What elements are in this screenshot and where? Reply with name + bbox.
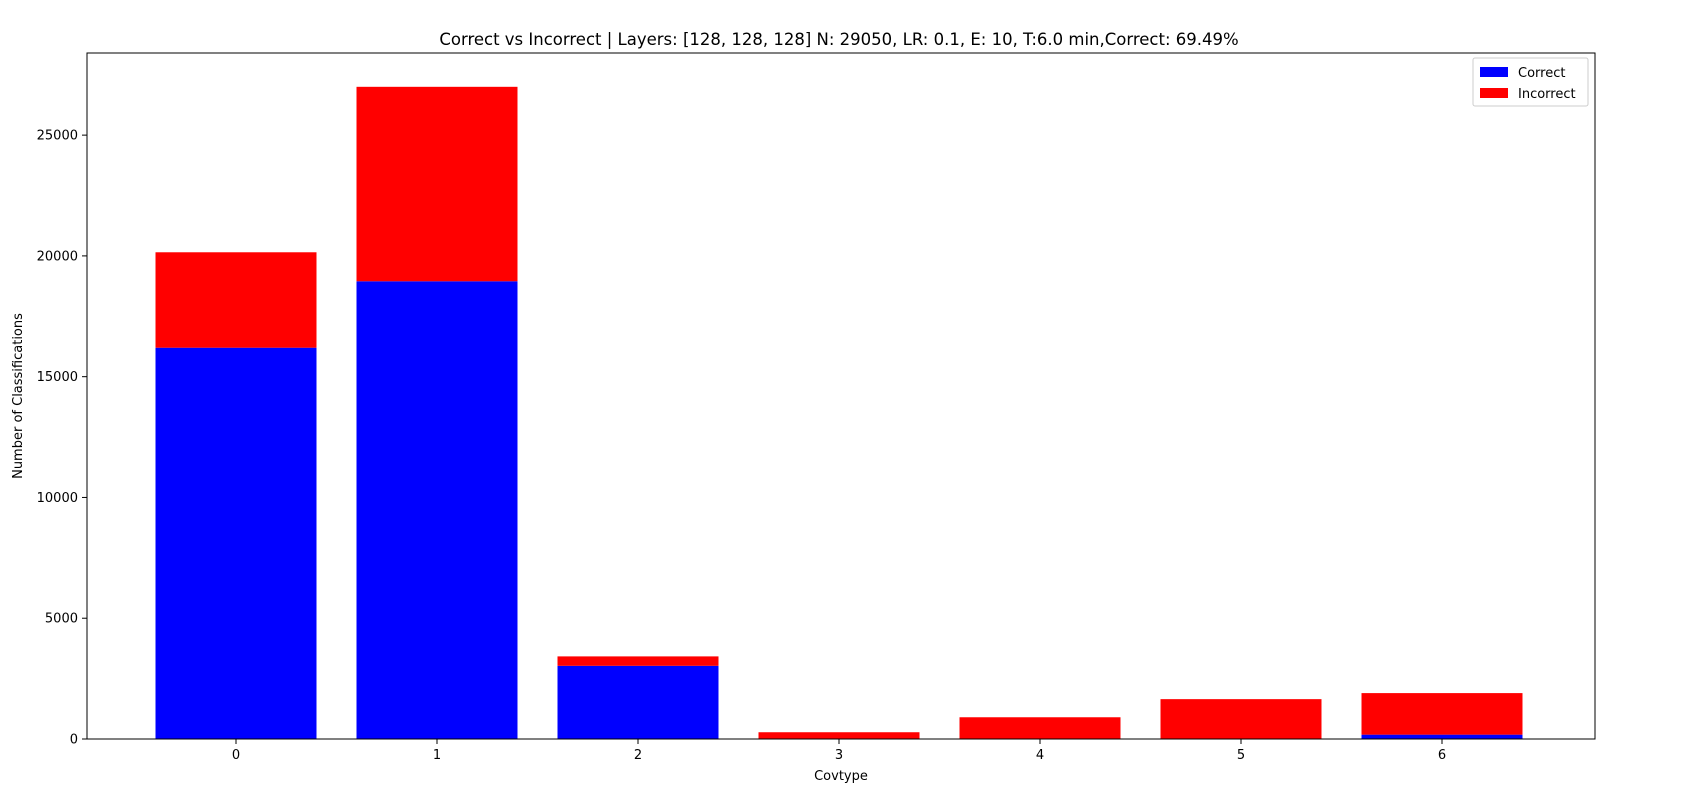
bar-incorrect-2 (557, 656, 719, 666)
y-tick-label: 10000 (37, 491, 78, 506)
y-axis-ticks: 0 5000 10000 15000 20000 25000 (37, 129, 87, 748)
x-tick-label: 3 (835, 748, 843, 763)
x-tick-label: 5 (1237, 748, 1245, 763)
chart-title: Correct vs Incorrect | Layers: [128, 128… (439, 30, 1238, 49)
x-tick-label: 0 (232, 748, 240, 763)
x-tick-label: 6 (1438, 748, 1446, 763)
plot-frame (86, 52, 1596, 740)
bars-group (155, 86, 1523, 739)
bar-incorrect-1 (356, 86, 518, 282)
bar-correct-1 (356, 281, 518, 739)
legend-swatch-incorrect (1480, 88, 1508, 98)
bar-incorrect-3 (758, 732, 920, 739)
legend-label-incorrect: Incorrect (1518, 87, 1576, 102)
x-axis-ticks: 0 1 2 3 4 5 6 (232, 739, 1446, 763)
bar-incorrect-5 (1160, 699, 1322, 739)
x-axis-label: Covtype (814, 769, 868, 784)
y-tick-label: 20000 (37, 249, 78, 264)
x-tick-label: 1 (433, 748, 441, 763)
y-tick-label: 0 (70, 733, 78, 748)
y-axis-label: Number of Classifications (11, 313, 26, 479)
bar-correct-0 (155, 347, 317, 739)
legend: Correct Incorrect (1472, 57, 1589, 107)
bar-incorrect-4 (959, 717, 1121, 739)
x-tick-label: 2 (634, 748, 642, 763)
bar-incorrect-6 (1361, 693, 1523, 735)
x-tick-label: 4 (1036, 748, 1044, 763)
y-tick-label: 15000 (37, 370, 78, 385)
bar-incorrect-0 (155, 252, 317, 348)
legend-swatch-correct (1480, 67, 1508, 77)
legend-label-correct: Correct (1518, 66, 1565, 81)
bar-correct-2 (557, 665, 719, 739)
y-tick-label: 25000 (37, 129, 78, 144)
bar-correct-6 (1361, 734, 1523, 739)
y-tick-label: 5000 (45, 612, 78, 627)
